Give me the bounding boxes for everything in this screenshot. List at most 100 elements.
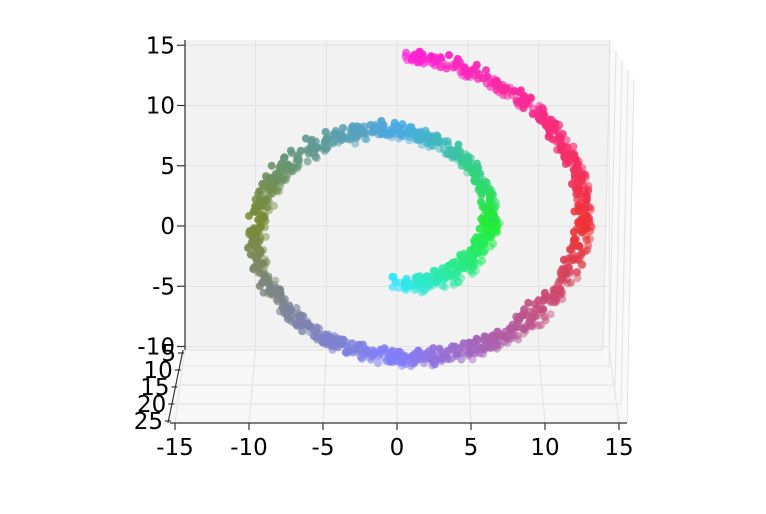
scatter-point bbox=[435, 344, 444, 353]
scatter-point bbox=[460, 63, 469, 72]
scatter-point bbox=[401, 280, 410, 289]
scatter-point bbox=[332, 131, 341, 140]
scatter-point bbox=[477, 197, 485, 206]
scatter-point bbox=[427, 52, 436, 61]
scatter-point bbox=[486, 188, 495, 197]
scatter-point bbox=[483, 72, 492, 81]
scatter-point bbox=[570, 234, 579, 243]
scatter-point bbox=[551, 119, 560, 128]
axes bbox=[165, 40, 627, 430]
scatter-point bbox=[581, 223, 590, 232]
z-tick-label: 10 bbox=[143, 358, 172, 384]
scatter-point bbox=[322, 134, 331, 143]
scatter-point bbox=[566, 278, 575, 287]
scatter-point bbox=[546, 310, 555, 319]
scatter-point bbox=[303, 157, 312, 166]
scatter-point bbox=[437, 273, 446, 281]
scatter-point bbox=[556, 284, 565, 293]
scatter-point bbox=[280, 153, 289, 162]
scatter-point bbox=[539, 296, 548, 305]
scatter-point bbox=[568, 256, 577, 265]
scatter-point bbox=[283, 160, 292, 169]
scatter-point bbox=[347, 131, 356, 140]
scatter-point bbox=[251, 202, 260, 211]
scatter-point bbox=[488, 333, 497, 342]
scatter-point bbox=[374, 359, 383, 368]
scatter-point bbox=[402, 48, 411, 57]
scatter-point bbox=[472, 334, 481, 343]
scatter-point bbox=[432, 356, 441, 364]
scatter-point bbox=[341, 348, 350, 357]
scatter-point bbox=[569, 165, 578, 174]
scatter-point bbox=[564, 263, 573, 272]
scatter-point bbox=[273, 297, 282, 306]
scatter-point bbox=[424, 132, 433, 141]
scatter-point bbox=[297, 318, 306, 327]
scatter-point bbox=[407, 123, 416, 132]
scatter-point bbox=[255, 282, 264, 291]
scatter-point bbox=[246, 250, 255, 259]
scatter-point bbox=[294, 155, 303, 164]
scatter-point bbox=[539, 117, 548, 126]
scatter-point bbox=[515, 312, 524, 321]
scatter-point bbox=[431, 278, 440, 287]
scatter-point bbox=[582, 196, 591, 205]
scatter-point bbox=[482, 66, 490, 75]
scatter-point bbox=[562, 136, 571, 145]
z-tick-label: 25 bbox=[134, 409, 163, 435]
scatter-point bbox=[255, 187, 264, 196]
scatter-point bbox=[512, 96, 521, 105]
x-tick-label: 10 bbox=[530, 435, 559, 461]
scatter-point bbox=[376, 345, 385, 354]
scatter-point bbox=[477, 214, 486, 223]
scatter-point bbox=[458, 253, 467, 262]
scatter-point bbox=[303, 146, 312, 154]
scatter-point bbox=[540, 288, 549, 297]
scatter-point bbox=[259, 288, 268, 297]
scatter-point bbox=[484, 207, 493, 216]
scatter-point bbox=[470, 176, 479, 184]
scatter-point bbox=[407, 352, 416, 361]
scatter-point bbox=[574, 241, 582, 250]
scatter-point bbox=[519, 104, 528, 113]
scatter-point bbox=[578, 172, 587, 181]
scatter-point bbox=[445, 51, 453, 60]
scatter-point bbox=[354, 340, 363, 349]
scatter-point bbox=[276, 285, 285, 294]
x-tick-label: -15 bbox=[156, 435, 194, 461]
scatter-point bbox=[263, 203, 272, 212]
scatter-point bbox=[301, 134, 310, 143]
scatter-point bbox=[324, 333, 333, 342]
scatter-point bbox=[557, 275, 566, 284]
x-tick-label: -5 bbox=[312, 435, 335, 461]
scatter-point bbox=[417, 134, 425, 143]
scatter-point bbox=[489, 239, 498, 248]
scatter-point bbox=[562, 269, 571, 278]
scatter-point bbox=[468, 169, 477, 177]
scatter-point bbox=[258, 259, 267, 268]
scatter-point bbox=[286, 146, 295, 155]
scatter-point bbox=[575, 207, 583, 216]
scatter-point bbox=[245, 211, 253, 220]
scatter-point bbox=[456, 147, 465, 156]
z-tick-label: 20 bbox=[137, 392, 166, 418]
scatter-point bbox=[453, 55, 462, 63]
y-tick-label: 5 bbox=[160, 154, 175, 180]
scatter-point bbox=[258, 180, 267, 188]
y-tick-label: 10 bbox=[146, 94, 175, 120]
scatter-point bbox=[389, 273, 398, 281]
scatter-point bbox=[352, 122, 361, 131]
scatter-point bbox=[402, 274, 411, 283]
scatter-point bbox=[321, 128, 330, 136]
scatter-point bbox=[540, 313, 549, 322]
scatter-point bbox=[280, 309, 289, 317]
scatter-point bbox=[520, 97, 529, 105]
scatter-point bbox=[472, 60, 481, 69]
scatter-point bbox=[265, 185, 273, 194]
scatter-point bbox=[478, 256, 487, 265]
y-tick-label: 15 bbox=[146, 33, 175, 59]
scatter-point bbox=[267, 161, 276, 170]
scatter-point bbox=[453, 263, 462, 272]
scatter-point bbox=[527, 94, 535, 103]
scatter-point bbox=[571, 155, 580, 164]
